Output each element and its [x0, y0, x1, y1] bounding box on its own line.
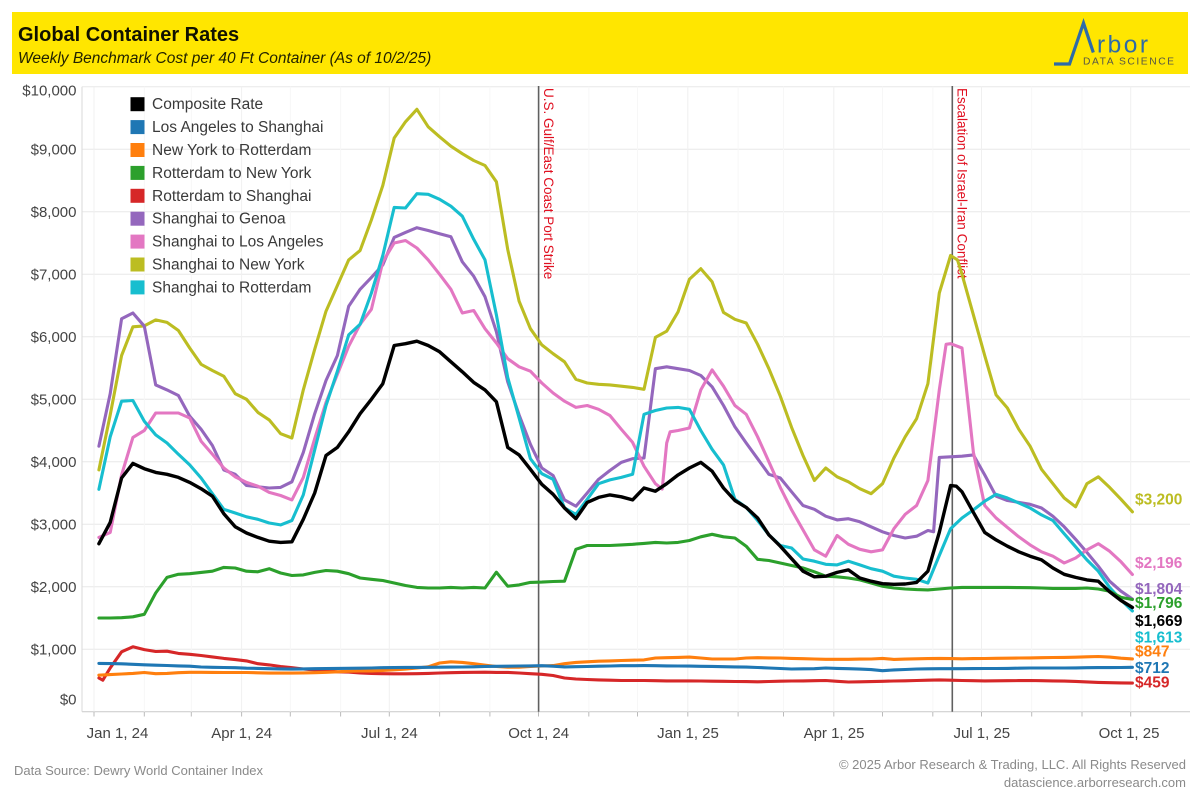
svg-text:Rotterdam to New York: Rotterdam to New York: [152, 165, 312, 182]
svg-text:$1,804: $1,804: [1135, 581, 1183, 598]
svg-text:Apr 1, 24: Apr 1, 24: [211, 725, 272, 742]
svg-text:$847: $847: [1135, 644, 1169, 661]
svg-text:$8,000: $8,000: [31, 204, 77, 221]
svg-text:U.S. Gulf/East Coast Port Stri: U.S. Gulf/East Coast Port Strike: [541, 88, 556, 279]
svg-text:Jul 1, 24: Jul 1, 24: [361, 725, 418, 742]
svg-text:Apr 1, 25: Apr 1, 25: [804, 725, 865, 742]
svg-text:Shanghai to Rotterdam: Shanghai to Rotterdam: [152, 279, 311, 296]
svg-text:Global Container Rates: Global Container Rates: [18, 24, 239, 46]
svg-text:$6,000: $6,000: [31, 329, 77, 346]
svg-text:$1,000: $1,000: [31, 642, 77, 659]
svg-text:$4,000: $4,000: [31, 454, 77, 471]
svg-text:Jan 1, 25: Jan 1, 25: [657, 725, 719, 742]
svg-text:$0: $0: [60, 692, 77, 709]
svg-text:$1,796: $1,796: [1135, 595, 1183, 612]
svg-text:Oct 1, 25: Oct 1, 25: [1099, 725, 1160, 742]
svg-text:$7,000: $7,000: [31, 267, 77, 284]
svg-text:$2,000: $2,000: [31, 579, 77, 596]
svg-text:$1,613: $1,613: [1135, 630, 1183, 647]
svg-text:Data Source: Dewry World Conta: Data Source: Dewry World Container Index: [14, 763, 264, 778]
svg-text:$9,000: $9,000: [31, 142, 77, 159]
svg-text:$3,000: $3,000: [31, 517, 77, 534]
svg-text:New York to Rotterdam: New York to Rotterdam: [152, 142, 311, 159]
svg-text:$5,000: $5,000: [31, 392, 77, 409]
svg-text:Shanghai to Genoa: Shanghai to Genoa: [152, 211, 286, 228]
svg-text:Jan 1, 24: Jan 1, 24: [87, 725, 149, 742]
svg-text:Composite Rate: Composite Rate: [152, 96, 263, 113]
svg-text:Shanghai to New York: Shanghai to New York: [152, 257, 305, 274]
svg-text:Rotterdam to Shanghai: Rotterdam to Shanghai: [152, 188, 311, 205]
svg-text:Los Angeles to Shanghai: Los Angeles to Shanghai: [152, 119, 324, 136]
svg-text:Escalation of Israel-Iran Conf: Escalation of Israel-Iran Conflict: [955, 88, 970, 279]
svg-text:$459: $459: [1135, 675, 1170, 692]
svg-text:© 2025 Arbor Research & Tradin: © 2025 Arbor Research & Trading, LLC. Al…: [839, 757, 1186, 772]
svg-text:Shanghai to Los Angeles: Shanghai to Los Angeles: [152, 234, 324, 251]
svg-text:$3,200: $3,200: [1135, 492, 1182, 509]
svg-text:$2,196: $2,196: [1135, 555, 1183, 572]
svg-text:datascience.arborresearch.com: datascience.arborresearch.com: [1004, 775, 1186, 790]
svg-text:$1,669: $1,669: [1135, 613, 1183, 630]
svg-text:$10,000: $10,000: [22, 83, 76, 100]
svg-text:Oct 1, 24: Oct 1, 24: [508, 725, 569, 742]
svg-text:Weekly Benchmark Cost per 40 F: Weekly Benchmark Cost per 40 Ft Containe…: [18, 50, 431, 67]
svg-text:rbor: rbor: [1097, 32, 1151, 59]
svg-text:Jul 1, 25: Jul 1, 25: [953, 725, 1010, 742]
svg-text:DATA SCIENCE: DATA SCIENCE: [1083, 57, 1176, 68]
svg-text:$712: $712: [1135, 660, 1169, 677]
